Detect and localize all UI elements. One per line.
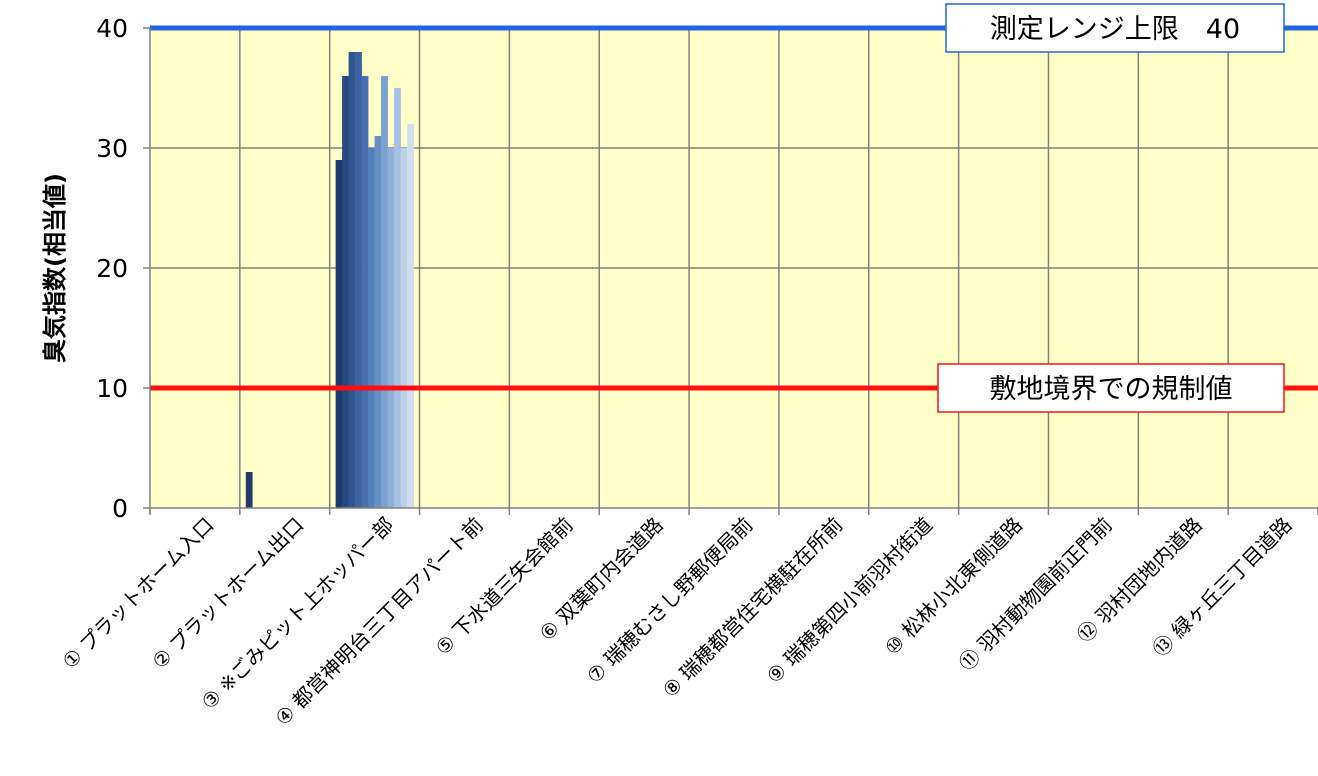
y-tick-label: 0 <box>112 494 128 523</box>
y-tick-label: 40 <box>96 14 128 43</box>
bar <box>400 148 408 508</box>
x-tick-label: ⑨ 瑞穂第四小前羽村街道 <box>762 513 938 689</box>
reference-label: 敷地境界での規制値 <box>990 374 1233 405</box>
bar <box>407 124 414 508</box>
reference-lines: 測定レンジ上限 40 敷地境界での規制値 <box>150 3 1318 413</box>
x-tick-label: ⑦ 瑞穂むさし野郵便局前 <box>582 513 758 689</box>
reference-label: 測定レンジ上限 40 <box>990 14 1240 45</box>
y-tick-labels: 0 10 20 30 40 <box>96 14 128 523</box>
y-tick-label: 10 <box>96 374 128 403</box>
x-tick-label: ⑧ 瑞穂都営住宅横駐在所前 <box>658 513 848 703</box>
reference-label-box <box>945 3 1285 53</box>
bar <box>348 52 356 508</box>
bar <box>381 76 388 508</box>
reference-label-box <box>937 363 1285 413</box>
bar <box>368 148 375 508</box>
bar <box>374 136 382 508</box>
x-tick-label: ⑪ 羽村動物園前正門前 <box>954 513 1117 676</box>
y-axis-label: 臭気指数(相当値) <box>41 173 69 363</box>
bar <box>335 160 343 508</box>
bars <box>245 52 414 508</box>
bar <box>245 472 253 508</box>
bar <box>355 52 362 508</box>
bar <box>361 76 369 508</box>
x-tick-label: ① プラットホーム入口 <box>57 513 218 674</box>
y-tick-label: 20 <box>96 254 128 283</box>
x-tick-label: ③ ※ごみピット上ホッパー部 <box>197 513 399 715</box>
y-tick-label: 30 <box>96 134 128 163</box>
bar <box>394 88 401 508</box>
axes <box>143 27 1318 515</box>
bar <box>342 76 349 508</box>
bar <box>387 148 395 508</box>
x-tick-label: ② プラットホーム出口 <box>147 513 308 674</box>
